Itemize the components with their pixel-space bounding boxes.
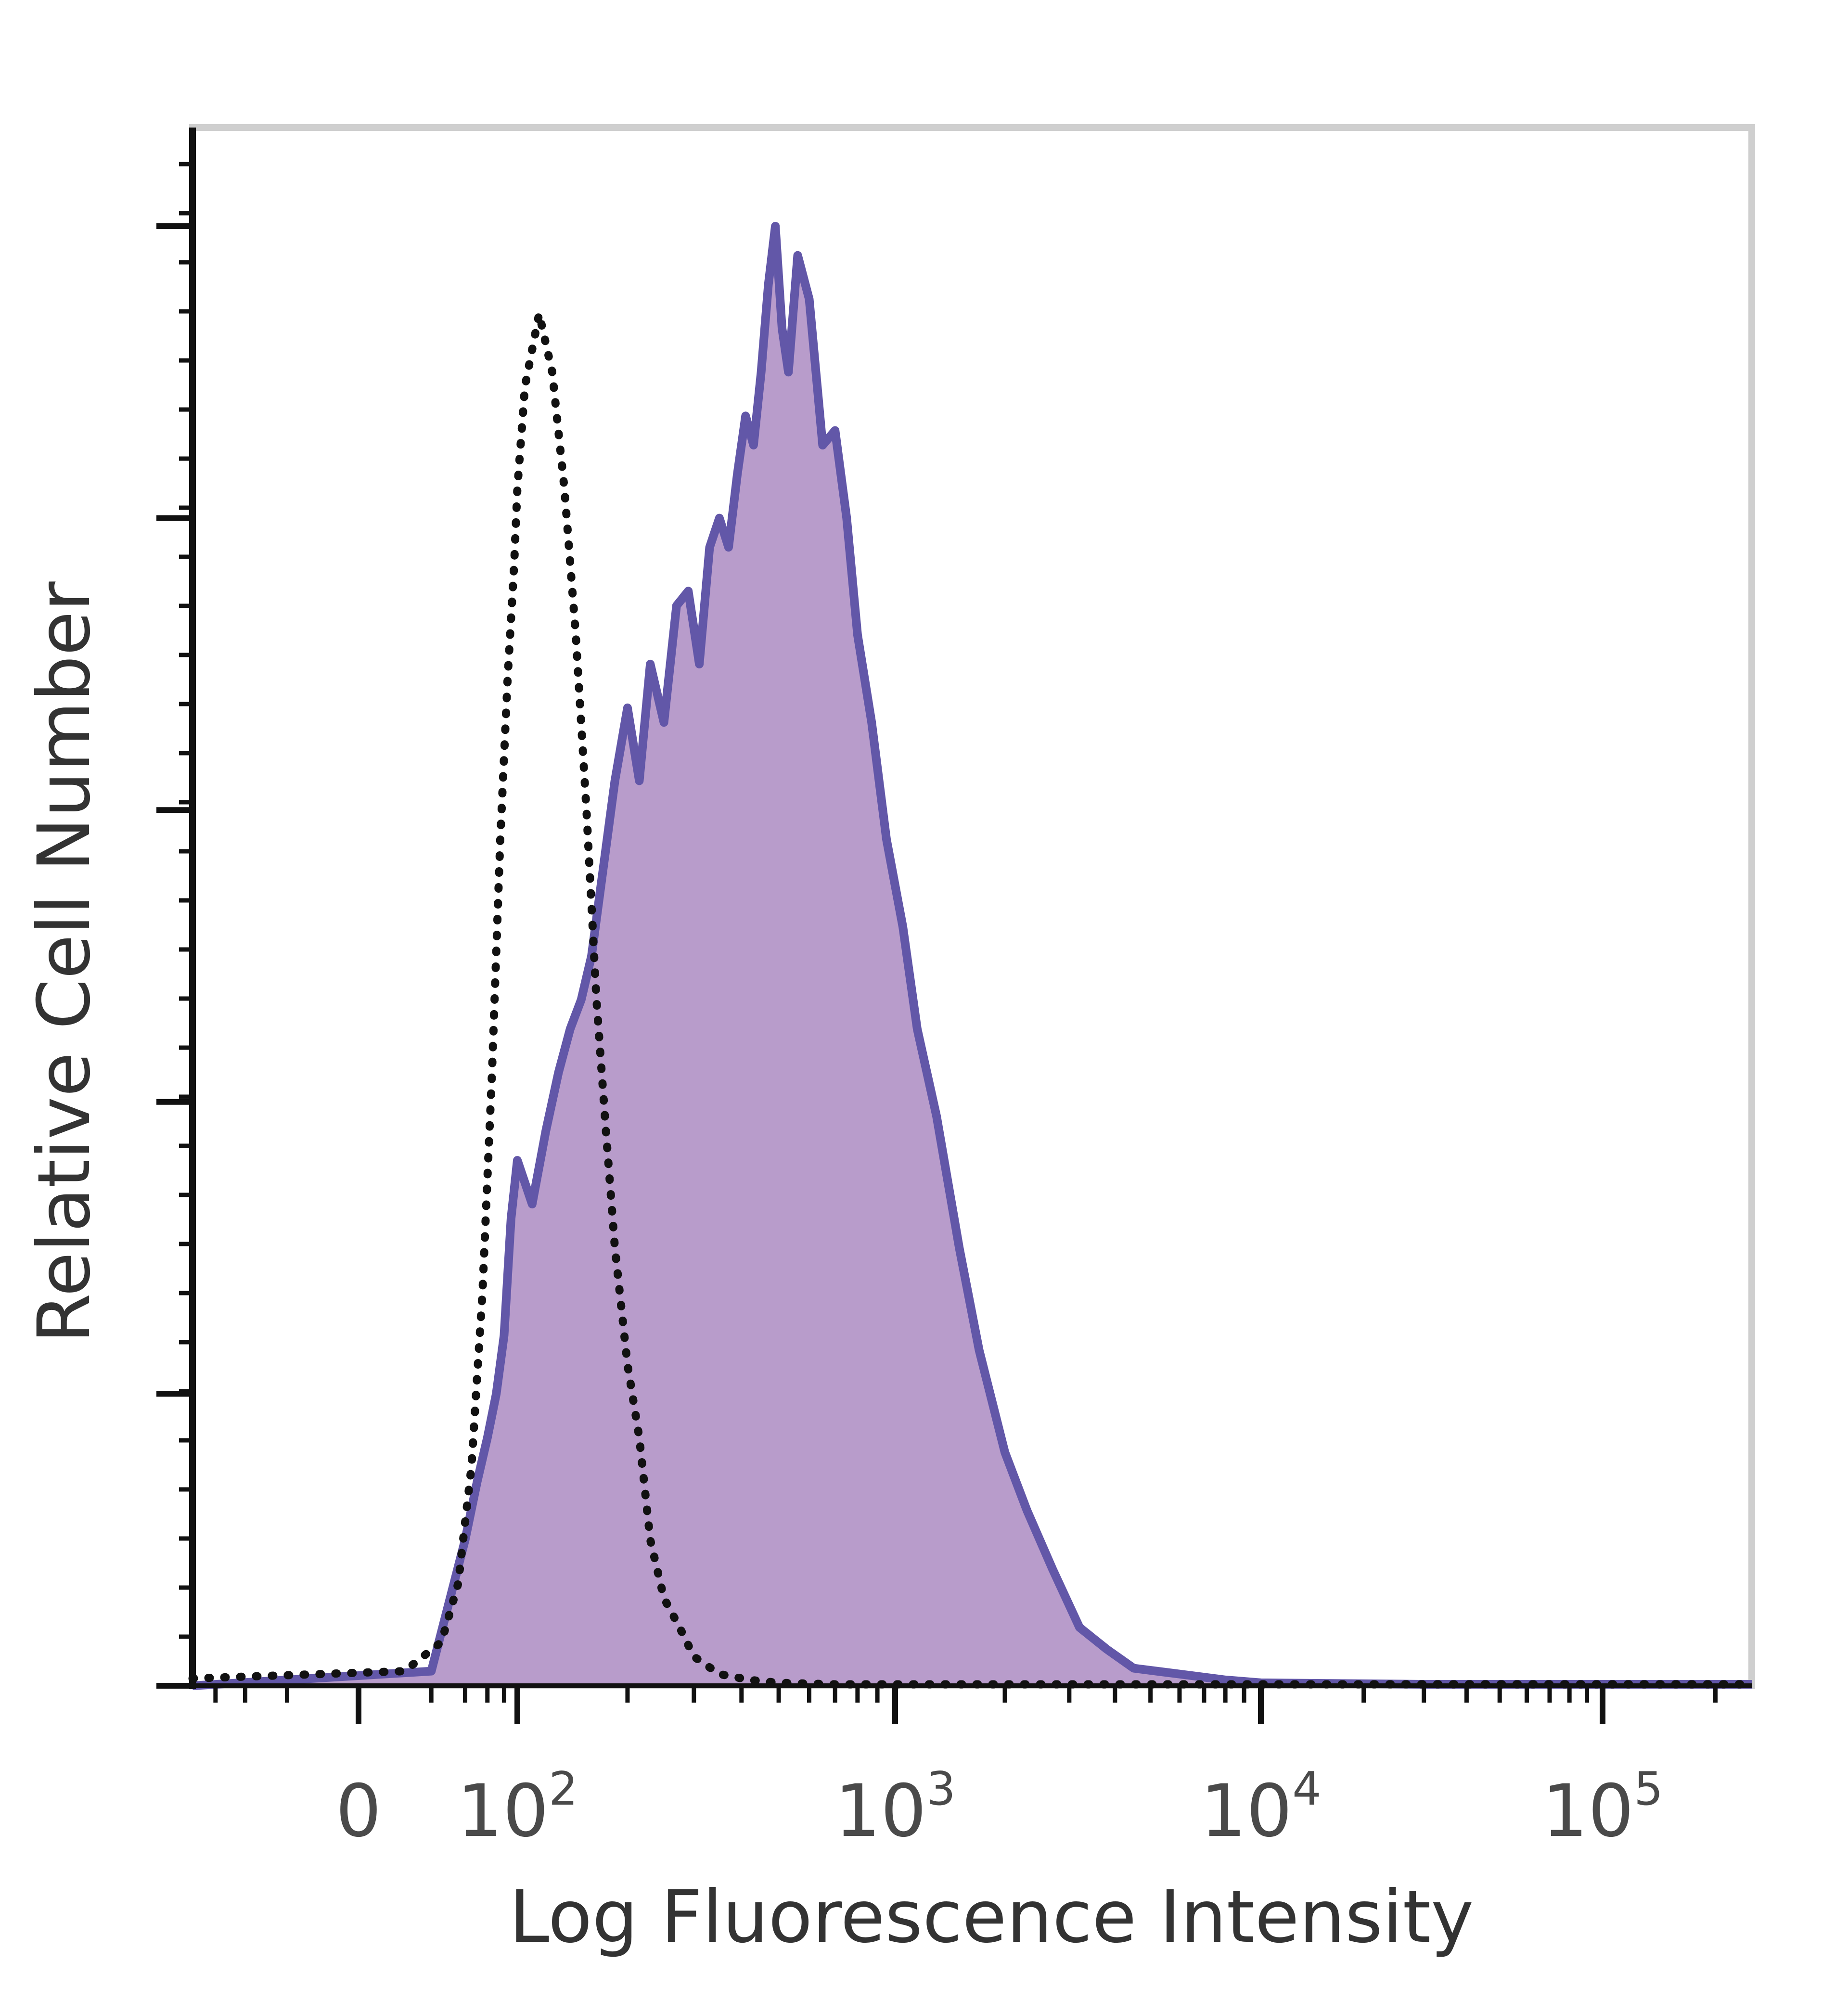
series-0-outline [192,222,1752,1690]
x-tick-label: 102 [457,1763,578,1853]
series-layer [188,222,1756,1690]
x-tick-label: 0 [335,1769,381,1853]
tick-label-layer: 0 102 103 104 105 [335,1763,1663,1853]
x-tick-label: 104 [1200,1763,1321,1853]
tick-layer [156,162,1718,1724]
x-tick-label: 103 [834,1763,955,1853]
y-axis-title: Relative Cell Number [23,581,106,1344]
x-axis-title: Log Fluorescence Intensity [509,1875,1474,1959]
series-0-fill [192,226,1752,1686]
x-tick-label: 105 [1542,1763,1663,1853]
